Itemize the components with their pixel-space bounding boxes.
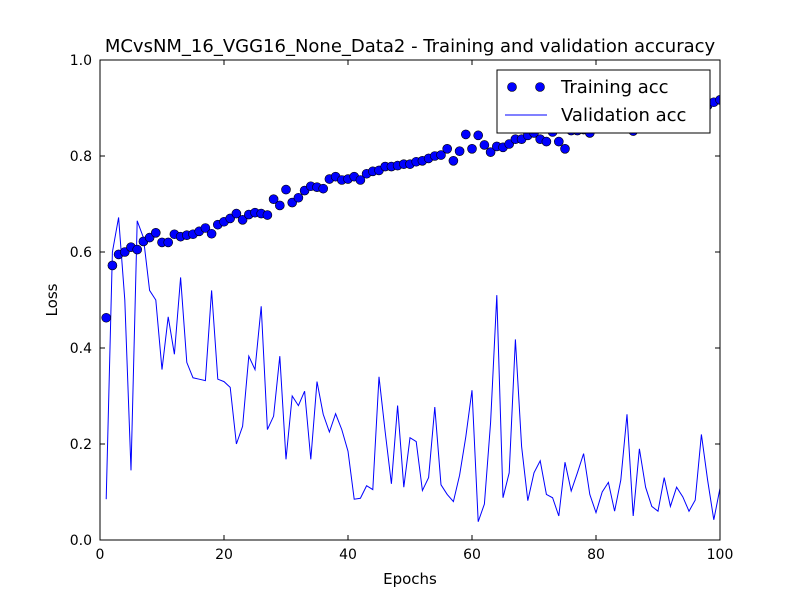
series-line-validation-acc <box>105 217 720 522</box>
y-tick-label: 0.4 <box>70 341 92 357</box>
axes-frame <box>99 59 721 541</box>
data-point-training-acc <box>454 146 465 156</box>
data-point-training-acc <box>460 129 471 140</box>
data-point-training-acc <box>206 228 217 239</box>
data-point-training-acc <box>151 228 161 238</box>
x-tick-label: 100 <box>707 547 734 563</box>
data-point-training-acc <box>200 223 211 233</box>
legend-box <box>496 69 711 134</box>
data-point-training-acc <box>553 136 564 147</box>
data-point-training-acc <box>163 237 173 248</box>
x-tick-label: 20 <box>215 547 233 563</box>
data-point-training-acc <box>442 144 453 154</box>
x-tick-label: 80 <box>587 547 605 563</box>
chart-title: MCvsNM_16_VGG16_None_Data2 - Training an… <box>105 36 716 57</box>
x-tick-label: 60 <box>463 547 481 563</box>
y-tick-label: 0.0 <box>70 533 92 549</box>
data-point-training-acc <box>237 215 248 225</box>
legend-label-training: Training acc <box>560 77 669 98</box>
data-point-training-acc <box>355 175 366 185</box>
data-point-training-acc <box>132 244 142 255</box>
y-tick-label: 0.6 <box>70 245 92 261</box>
data-point-training-acc <box>262 210 273 220</box>
legend-label-validation: Validation acc <box>561 105 686 126</box>
data-point-training-acc <box>293 192 304 203</box>
y-axis-label: Loss <box>43 283 61 316</box>
data-point-training-acc <box>281 184 291 195</box>
data-point-training-acc <box>101 312 111 323</box>
axes: 0 20 40 60 80 100 0.0 0.2 0.4 0.6 0.8 1.0 <box>70 53 734 563</box>
legend: Training acc Validation acc <box>496 69 711 134</box>
x-tick-label: 40 <box>339 547 357 563</box>
x-axis-label: Epochs <box>383 570 437 588</box>
data-point-training-acc <box>436 150 446 160</box>
x-tick-label: 0 <box>96 547 105 563</box>
data-point-training-acc <box>541 136 552 147</box>
data-point-training-acc <box>318 183 329 194</box>
data-point-training-acc <box>268 194 279 204</box>
data-point-training-acc <box>448 156 459 166</box>
legend-marker-training <box>535 82 545 92</box>
data-point-training-acc <box>560 144 570 154</box>
data-point-training-acc <box>479 140 490 150</box>
data-point-training-acc <box>715 95 720 105</box>
data-point-training-acc <box>473 130 484 141</box>
y-tick-label: 0.8 <box>70 149 92 165</box>
legend-marker-training <box>507 82 517 92</box>
y-tick-label: 1.0 <box>70 53 92 69</box>
data-point-training-acc <box>107 260 118 271</box>
data-point-training-acc <box>231 208 242 219</box>
data-point-training-acc <box>467 144 477 154</box>
data-point-training-acc <box>274 200 285 211</box>
y-tick-label: 0.2 <box>70 437 92 453</box>
data-point-training-acc <box>485 147 496 157</box>
